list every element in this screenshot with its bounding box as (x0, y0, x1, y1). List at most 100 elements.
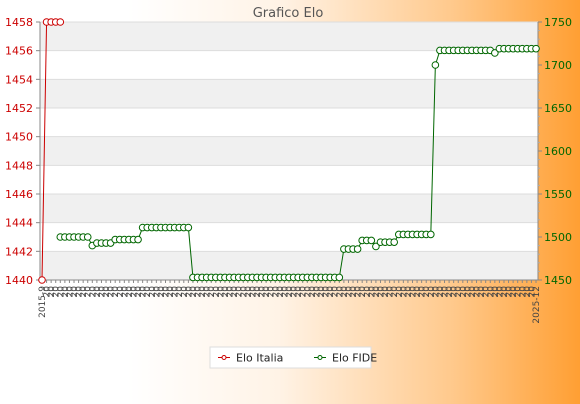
x-tick-label: 20 (367, 286, 377, 298)
x-tick-label: 20 (84, 286, 94, 298)
x-tick-label: 20 (386, 286, 396, 298)
x-tick-label: 20 (505, 286, 515, 298)
x-tick-label: 20 (166, 286, 176, 298)
x-tick-label: 20 (267, 286, 277, 298)
plot-band (40, 22, 538, 51)
x-tick-label: 20 (454, 286, 464, 298)
x-tick-label: 20 (463, 286, 473, 298)
x-tick-label: 20 (404, 286, 414, 298)
x-tick-label: 20 (509, 286, 519, 298)
left-tick-label: 1456 (5, 45, 33, 58)
x-tick-label: 20 (134, 286, 144, 298)
legend-label: Elo FIDE (332, 352, 377, 365)
x-tick-label: 20 (390, 286, 400, 298)
right-tick-label: 1650 (544, 102, 572, 115)
x-tick-label: 20 (308, 286, 318, 298)
data-point (491, 49, 499, 57)
x-tick-label: 20 (349, 286, 359, 298)
left-tick-label: 1444 (5, 217, 33, 230)
x-tick-label: 20 (441, 286, 451, 298)
x-axis-ticks: 2015-92020202020202020202020202020202020… (38, 280, 542, 324)
x-tick-label: 20 (244, 286, 254, 298)
x-tick-label: 20 (518, 286, 528, 298)
x-tick-label: 20 (212, 286, 222, 298)
x-tick-label: 20 (381, 286, 391, 298)
x-tick-label: 20 (473, 286, 483, 298)
x-tick-label: 20 (299, 286, 309, 298)
x-tick-label: 20 (194, 286, 204, 298)
x-tick-label: 20 (303, 286, 313, 298)
x-tick-label: 20 (312, 286, 322, 298)
x-tick-label: 20 (409, 286, 419, 298)
x-tick-label: 20 (198, 286, 208, 298)
left-tick-label: 1452 (5, 102, 33, 115)
x-tick-label: 20 (326, 286, 336, 298)
x-tick-label: 20 (418, 286, 428, 298)
x-tick-label: 20 (221, 286, 231, 298)
x-tick-label: 20 (226, 286, 236, 298)
legend-swatch-marker (317, 355, 323, 360)
x-tick-label: 20 (88, 286, 98, 298)
x-tick-label: 20 (43, 286, 53, 298)
left-tick-label: 1440 (5, 274, 33, 287)
x-tick-label: 20 (75, 286, 85, 298)
x-tick-label: 20 (52, 286, 62, 298)
data-point (353, 245, 362, 253)
series-elo-italia (38, 18, 65, 284)
x-tick-label: 20 (468, 286, 478, 298)
x-tick-label: 20 (258, 286, 268, 298)
x-tick-label: 20 (120, 286, 130, 298)
x-tick-label: 20 (262, 286, 272, 298)
data-point (184, 223, 193, 232)
x-tick-label: 20 (189, 286, 199, 298)
plot-background (40, 22, 538, 280)
legend-label: Elo Italia (236, 352, 283, 365)
series-elo-fide (56, 44, 540, 282)
x-tick-label: 20 (294, 286, 304, 298)
x-tick-label: 20 (230, 286, 240, 298)
right-tick-label: 1700 (544, 59, 572, 72)
x-tick-label: 20 (184, 286, 194, 298)
x-tick-label: 20 (207, 286, 217, 298)
x-tick-label: 20 (107, 286, 117, 298)
x-tick-label: 20 (482, 286, 492, 298)
right-tick-label: 1600 (544, 145, 572, 158)
data-point (367, 236, 376, 245)
x-tick-label: 20 (203, 286, 213, 298)
x-tick-label: 20 (180, 286, 190, 298)
left-tick-label: 1458 (5, 16, 33, 29)
x-tick-label: 20 (340, 286, 350, 298)
x-tick-label: 20 (70, 286, 80, 298)
data-point (426, 230, 435, 239)
left-tick-label: 1450 (5, 131, 33, 144)
legend: Elo Italia Elo FIDE (209, 346, 377, 369)
chart-title: Grafico Elo (253, 6, 324, 21)
x-tick-label: 20 (422, 286, 432, 298)
x-tick-label: 20 (445, 286, 455, 298)
x-tick-label: 20 (235, 286, 245, 298)
x-tick-label: 20 (376, 286, 386, 298)
x-tick-label: 20 (139, 286, 149, 298)
x-tick-label: 20 (354, 286, 364, 298)
data-point (134, 235, 142, 244)
x-tick-label: 20 (317, 286, 327, 298)
x-tick-label: 20 (331, 286, 341, 298)
x-tick-label: 20 (271, 286, 281, 298)
data-point (56, 18, 65, 26)
plot-band (40, 194, 538, 223)
x-tick-label: 20 (129, 286, 139, 298)
x-tick-label: 20 (427, 286, 437, 298)
x-tick-label: 20 (280, 286, 290, 298)
x-tick-label: 20 (395, 286, 405, 298)
right-tick-label: 1550 (544, 188, 572, 201)
data-point (390, 238, 399, 246)
x-tick-label: 20 (125, 286, 135, 298)
x-tick-label: 20 (523, 286, 533, 298)
right-axis-ticks: 1450 1500 1550 1600 1650 1700 1750 (538, 16, 572, 287)
x-tick-label: 20 (431, 286, 441, 298)
x-tick-label: 20 (285, 286, 295, 298)
x-tick-label: 20 (175, 286, 185, 298)
left-tick-label: 1448 (5, 159, 33, 172)
